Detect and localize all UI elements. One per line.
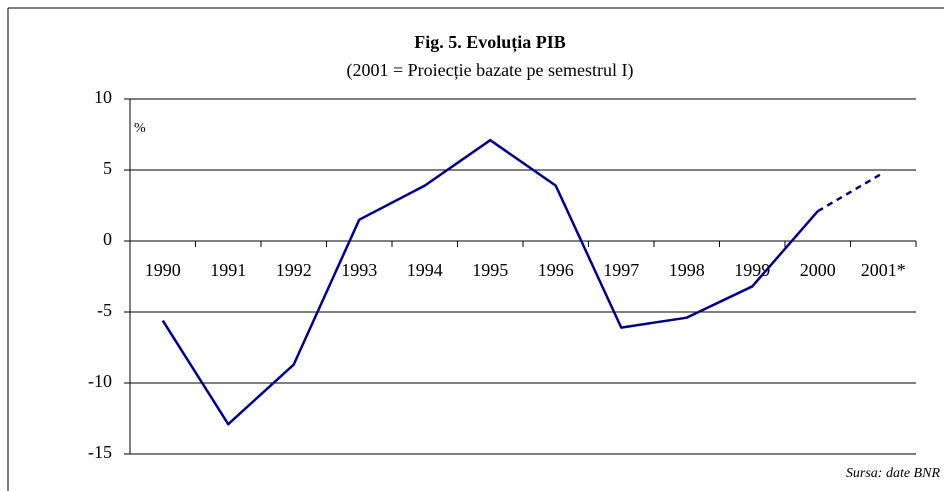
y-tick-label: 5 (103, 158, 112, 178)
x-tick-label: 1990 (145, 260, 181, 280)
x-tick-label: 1995 (472, 260, 508, 280)
line-series (161, 138, 819, 426)
x-tick-label: 1991 (210, 260, 246, 280)
x-tick-label: 1994 (407, 260, 443, 280)
y-tick-label: -15 (88, 442, 112, 462)
y-tick-label: 10 (94, 87, 112, 107)
chart-title: Fig. 5. Evoluția PIB (414, 32, 566, 53)
x-tick-label: 2000 (800, 260, 836, 280)
chart-subtitle: (2001 = Proiecție bazate pe semestrul I) (346, 60, 633, 81)
x-tick-label: 1992 (276, 260, 312, 280)
y-tick-label: -5 (97, 300, 112, 320)
y-tick-label: 0 (103, 229, 112, 249)
line-series (817, 171, 884, 213)
x-tick-label: 1996 (538, 260, 574, 280)
y-unit: % (134, 121, 146, 136)
y-tick-label: -10 (88, 371, 112, 391)
x-tick-label: 1997 (603, 260, 639, 280)
x-tick-label: 1993 (341, 260, 377, 280)
source: Sursa: date BNR (846, 466, 941, 481)
x-tick-label: 2001* (861, 260, 906, 280)
x-tick-label: 1998 (669, 260, 705, 280)
